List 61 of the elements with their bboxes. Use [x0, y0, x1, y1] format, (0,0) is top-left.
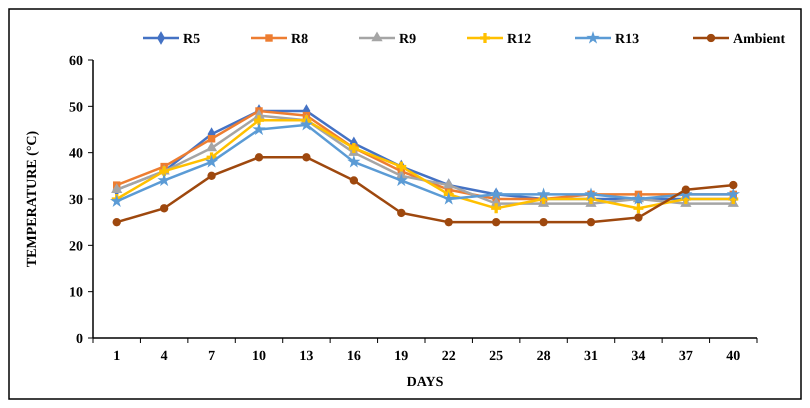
x-tick-label: 16 — [346, 349, 361, 364]
legend-label: Ambient — [733, 32, 786, 47]
y-axis-title: TEMPERATURE (°C) — [25, 130, 40, 268]
x-tick-label: 40 — [726, 349, 740, 364]
point — [586, 218, 596, 226]
legend-label: R13 — [615, 32, 640, 47]
point — [489, 187, 503, 200]
point — [632, 192, 646, 205]
point — [491, 203, 502, 214]
y-tick-label: 40 — [69, 146, 83, 162]
point — [160, 204, 168, 212]
x-tick-label: 4 — [160, 349, 168, 364]
y-tick-label: 60 — [69, 54, 83, 69]
point — [254, 153, 264, 162]
point — [682, 186, 690, 194]
x-axis-title: DAYS — [406, 375, 444, 390]
x-tick-label: 19 — [394, 349, 408, 364]
y-tick-label: 50 — [69, 100, 83, 116]
point — [302, 153, 311, 162]
point — [444, 218, 453, 226]
legend-label: R5 — [183, 32, 200, 47]
y-tick-label: 20 — [69, 239, 83, 254]
point — [350, 176, 358, 185]
point — [204, 154, 218, 168]
x-tick-label: 10 — [252, 349, 266, 364]
point — [397, 208, 406, 218]
point — [539, 218, 548, 226]
x-tick-label: 37 — [678, 349, 693, 364]
legend-label: R9 — [399, 32, 416, 47]
point — [112, 218, 121, 226]
point — [726, 187, 740, 200]
x-tick-label: 7 — [208, 349, 216, 364]
point — [536, 187, 550, 200]
x-tick-label: 31 — [584, 349, 598, 364]
point — [208, 135, 216, 142]
point — [111, 183, 122, 193]
y-tick-label: 0 — [76, 332, 83, 347]
y-tick-label: 30 — [69, 193, 83, 208]
point — [634, 213, 643, 222]
x-tick-label: 28 — [536, 349, 551, 364]
x-tick-label: 34 — [631, 349, 646, 364]
x-tick-label: 25 — [489, 349, 504, 364]
point — [252, 122, 266, 136]
point — [110, 194, 124, 207]
point — [633, 203, 644, 214]
x-tick-label: 1 — [113, 349, 120, 364]
legend-label: R12 — [507, 32, 532, 47]
legend-label: R8 — [291, 32, 308, 47]
point — [347, 154, 361, 168]
point — [254, 115, 264, 126]
y-tick-label: 10 — [69, 286, 83, 301]
point — [300, 118, 314, 131]
point — [584, 187, 598, 200]
point — [729, 180, 738, 190]
point — [207, 172, 216, 180]
x-tick-label: 22 — [442, 349, 456, 364]
point — [442, 192, 456, 205]
x-tick-label: 13 — [299, 349, 314, 364]
point — [443, 178, 454, 188]
point — [492, 218, 500, 226]
point — [206, 142, 218, 152]
